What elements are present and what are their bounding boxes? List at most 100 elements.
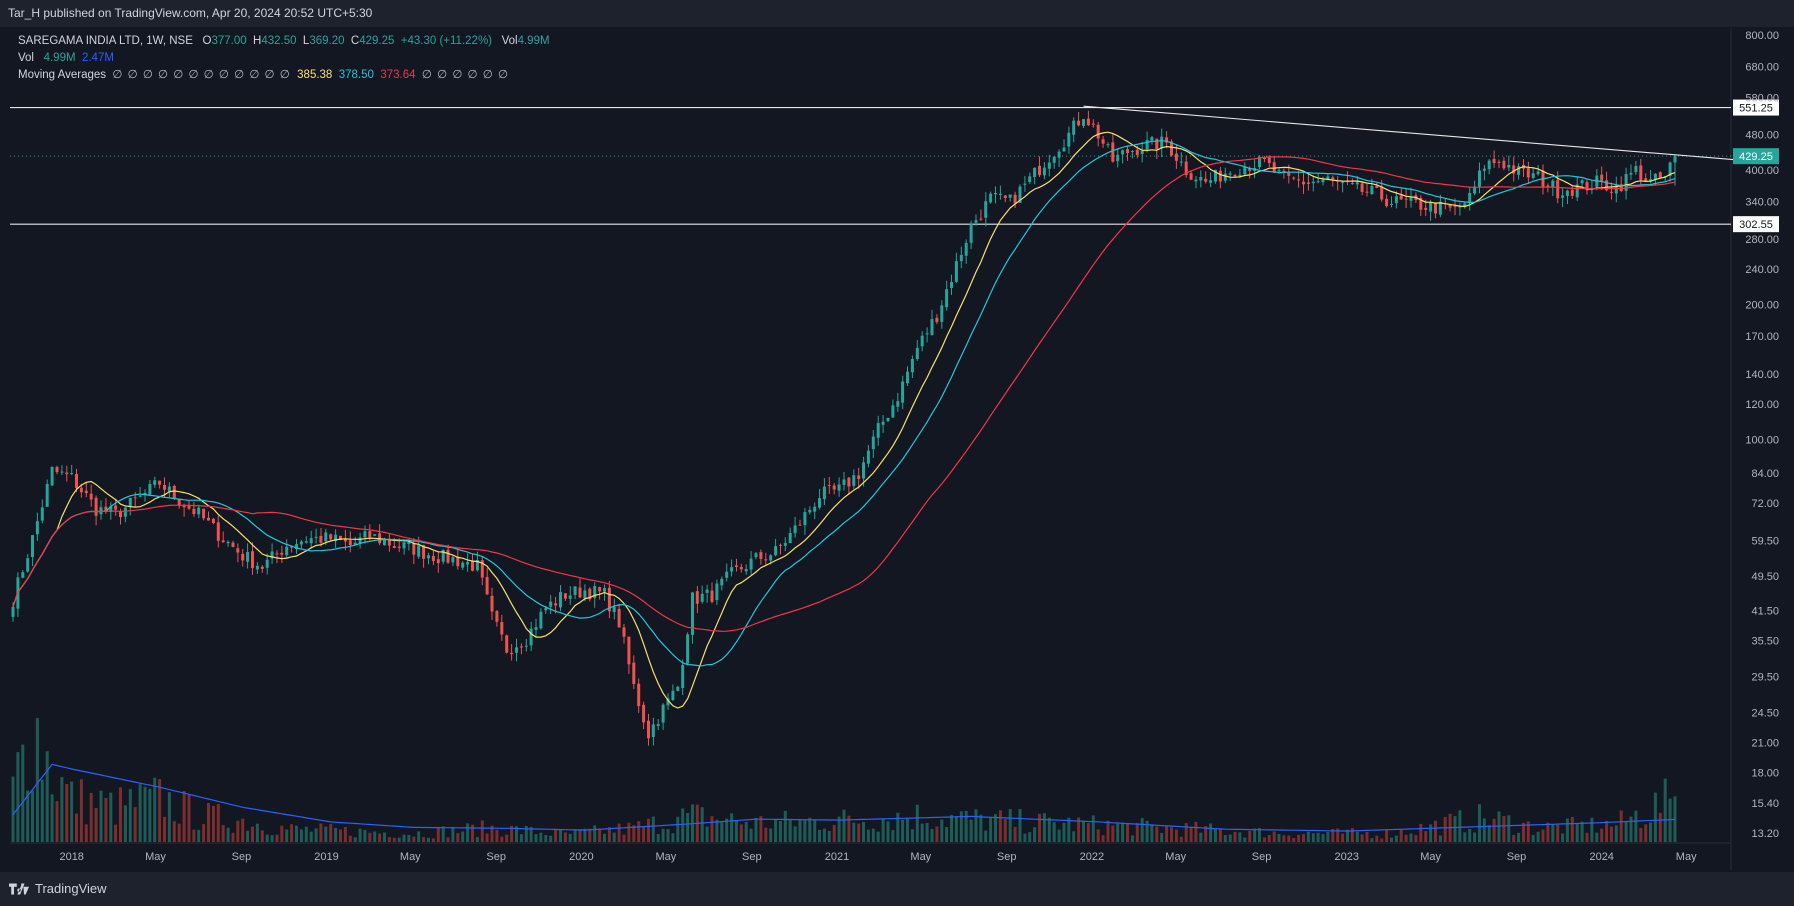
volume-bar: [1668, 798, 1672, 842]
volume-bar: [1526, 821, 1530, 842]
candle-body: [70, 473, 74, 475]
candle-body: [808, 510, 812, 513]
tradingview-brand[interactable]: TradingView: [9, 881, 107, 896]
candle-body: [969, 223, 973, 243]
candle-body: [1223, 173, 1227, 181]
volume-bar: [1502, 816, 1506, 842]
volume-bar: [989, 817, 993, 842]
volume-bar: [793, 826, 797, 842]
price-tick-label: 35.50: [1751, 636, 1779, 648]
candle-body: [1585, 181, 1589, 191]
candle-body: [348, 540, 352, 545]
volume-bar: [1605, 820, 1609, 842]
candle-body: [1199, 177, 1203, 181]
candle-body: [1155, 138, 1159, 150]
candle-body: [123, 507, 127, 517]
price-tick-label: 170.00: [1745, 331, 1779, 343]
candle-body: [871, 436, 875, 450]
candle-body: [1453, 206, 1457, 208]
volume-bar: [832, 825, 836, 842]
candle-body: [534, 627, 538, 630]
candle-body: [1062, 147, 1066, 152]
volume-bar: [1468, 829, 1472, 842]
candle-body: [842, 479, 846, 485]
volume-bar: [549, 835, 553, 842]
candle-body: [778, 544, 782, 546]
volume-bar: [368, 832, 372, 842]
symbol-name[interactable]: SAREGAMA INDIA LTD, 1W, NSE: [18, 35, 193, 47]
volume-bar: [1316, 832, 1320, 842]
candle-body: [549, 601, 553, 607]
level-price-tag: [1733, 216, 1779, 233]
resistance-trendline[interactable]: [1083, 105, 1755, 162]
volume-indicator-label[interactable]: Vol: [18, 52, 34, 64]
volume-ma-line: [12, 763, 1676, 832]
volume-bar: [446, 837, 450, 842]
volume-bar: [876, 831, 880, 842]
trendline-layer[interactable]: [1083, 105, 1755, 162]
candle-body: [177, 499, 181, 506]
candle-body: [456, 556, 460, 567]
volume-bar: [40, 779, 44, 842]
candle-body: [1243, 166, 1247, 175]
volume-bar: [1272, 831, 1276, 842]
candle-body: [1561, 195, 1565, 198]
candle-body: [886, 417, 890, 422]
volume-bar: [343, 827, 347, 842]
volume-bar: [1649, 822, 1652, 842]
candle-body: [192, 508, 196, 514]
candle-body: [343, 539, 347, 542]
price-chart[interactable]: 551.25 302.55 800.00 680.00 580.00 480.00 400.…: [0, 27, 1794, 872]
volume-bar: [119, 787, 122, 842]
volume-bar: [769, 828, 773, 842]
volume-bar: [1057, 829, 1061, 842]
candle-body: [265, 559, 269, 568]
candle-body: [167, 486, 171, 492]
volume-bar: [417, 831, 421, 842]
price-axis[interactable]: 551.25 302.55 800.00 680.00 580.00 480.00 400.…: [1733, 30, 1779, 840]
candle-body: [691, 592, 694, 635]
volume-bar: [123, 805, 127, 842]
volume-bar: [901, 819, 905, 842]
volume-bar: [172, 821, 176, 842]
candle-body: [984, 201, 988, 218]
price-tick-label: 41.50: [1751, 605, 1779, 617]
candle-body: [1179, 161, 1183, 163]
candle-body: [1512, 165, 1516, 174]
candle-body: [891, 405, 895, 418]
volume-bar: [920, 823, 924, 842]
candle-body: [1248, 168, 1252, 171]
volume-bar: [822, 828, 826, 842]
volume-bar: [1223, 835, 1227, 842]
volume-bar: [1292, 838, 1296, 842]
moving-average-20: [12, 140, 1676, 667]
volume-bar: [534, 834, 538, 842]
candle-body: [1130, 151, 1134, 152]
volume-bar: [236, 820, 240, 842]
volume-bar: [759, 816, 763, 842]
time-tick-label: May: [656, 851, 677, 863]
candle-body: [1609, 191, 1613, 193]
candle-body: [1077, 120, 1081, 126]
ma-value-3: 373.64: [380, 69, 416, 81]
volume-bar: [353, 837, 357, 842]
volume-bar: [715, 819, 719, 842]
volume-bar: [583, 828, 587, 842]
volume-bar: [1179, 836, 1183, 842]
candle-body: [573, 586, 577, 595]
time-axis[interactable]: 2018 May Sep 2019 May Sep 2020 May Sep 2021 May Sep…: [59, 851, 1697, 863]
ma-empty-values-b: ∅ ∅ ∅ ∅ ∅ ∅: [421, 69, 509, 81]
candle-body: [583, 590, 587, 599]
candle-body: [202, 508, 206, 519]
volume-bar: [231, 832, 235, 842]
candle-body: [1390, 203, 1393, 205]
volume-bar: [700, 807, 704, 842]
ma-indicator-label[interactable]: Moving Averages: [18, 69, 107, 81]
candle-body: [211, 518, 215, 524]
candle-body: [906, 371, 909, 384]
volume-bar: [945, 827, 949, 842]
candle-body: [1619, 184, 1623, 191]
volume-bar: [280, 825, 284, 842]
volume-bar: [163, 816, 166, 842]
volume-bar: [1644, 824, 1648, 842]
